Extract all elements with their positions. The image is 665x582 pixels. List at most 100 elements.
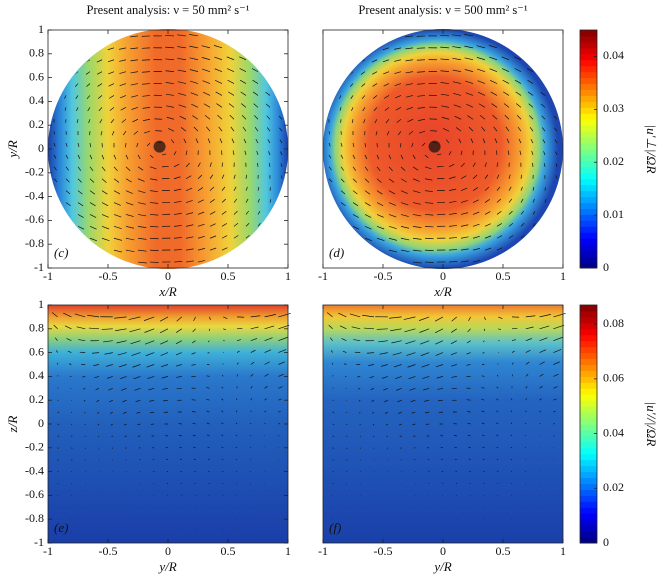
x-tick-label: 1 [285, 269, 291, 283]
arrow [239, 56, 247, 61]
colorbar-tick-label: 0.01 [603, 207, 624, 221]
arrow [192, 434, 196, 437]
arrow [84, 411, 86, 414]
arrow [460, 236, 469, 239]
arrow [403, 316, 416, 320]
arrow [137, 178, 145, 182]
arrow [189, 34, 199, 37]
arrow [328, 324, 333, 330]
arrow [352, 142, 355, 148]
arrow [242, 126, 247, 132]
arrow [183, 138, 187, 144]
arrow [113, 190, 121, 195]
arrow [400, 190, 408, 194]
arrow [393, 364, 402, 368]
arrow [78, 339, 86, 342]
arrow [230, 126, 235, 132]
arrow [125, 143, 127, 148]
arrow [213, 45, 223, 49]
arrow [77, 214, 84, 218]
arrow [511, 339, 516, 342]
arrow [395, 376, 402, 380]
x-tick-label: -0.5 [374, 544, 393, 558]
arrow [185, 248, 194, 251]
arrow [165, 93, 175, 96]
arrow [216, 103, 223, 108]
arrow [264, 349, 272, 353]
arrow [149, 399, 155, 402]
arrow [209, 247, 217, 251]
arrow [386, 131, 390, 136]
arrow [173, 237, 183, 239]
arrow [178, 92, 187, 96]
arrow [87, 314, 100, 318]
colorbar-cell [580, 453, 597, 461]
arrow [481, 126, 486, 132]
arrow [221, 434, 224, 437]
arrow [191, 399, 196, 401]
arrow [472, 223, 480, 227]
colorbar-cell [580, 412, 597, 419]
arrow [407, 118, 414, 123]
arrow [553, 398, 557, 401]
arrow [178, 104, 187, 108]
arrow [408, 130, 414, 135]
arrow [468, 316, 471, 322]
arrow [352, 202, 359, 207]
y-tick-label: 1 [38, 22, 44, 36]
arrow [149, 166, 157, 170]
arrow [265, 103, 271, 108]
arrow [143, 316, 155, 321]
arrow [553, 336, 563, 342]
arrow [76, 107, 79, 111]
arrow [352, 178, 357, 183]
colorbar-cell [580, 178, 597, 186]
arrow [207, 352, 210, 354]
arrow [385, 411, 388, 414]
arrow [51, 312, 58, 318]
arrow [97, 95, 103, 99]
x-axis-label: y/R [432, 559, 451, 574]
arrow [394, 71, 402, 74]
arrow [173, 213, 182, 215]
arrow [96, 399, 100, 402]
arrow [63, 312, 72, 318]
arrow [388, 154, 392, 160]
arrow [539, 337, 548, 342]
colorbar-tick-label: 0.02 [603, 480, 624, 494]
arrow [452, 81, 462, 84]
arrow [388, 214, 397, 218]
arrow [540, 91, 546, 96]
arrow [460, 162, 465, 168]
arrow [483, 340, 485, 343]
contour-field [48, 305, 291, 543]
arrow [525, 361, 530, 365]
arrow [129, 328, 141, 333]
arrow [148, 387, 155, 391]
colorbar-cell [580, 154, 597, 162]
arrow [484, 247, 492, 251]
arrow [352, 214, 359, 218]
arrow [176, 387, 182, 390]
colorbar-cell [580, 370, 597, 377]
arrow [424, 178, 433, 181]
arrow [108, 71, 115, 75]
arrow [448, 151, 452, 156]
arrow [450, 340, 457, 345]
arrow [163, 399, 169, 402]
arrow [352, 154, 356, 160]
arrow [101, 190, 108, 195]
y-tick-label: -0.2 [25, 165, 44, 179]
colorbar-cell [580, 376, 597, 383]
arrow [539, 325, 550, 330]
y-tick-label: 0.2 [29, 117, 44, 131]
panel-title: Present analysis: ν = 500 mm² s⁻¹ [358, 3, 527, 17]
arrow [245, 186, 248, 191]
arrow [389, 316, 402, 319]
arrow [405, 340, 416, 345]
arrow [209, 235, 217, 239]
arrow [131, 107, 139, 110]
colorbar-cell [580, 101, 597, 108]
arrow [539, 373, 544, 377]
arrow [89, 142, 92, 148]
